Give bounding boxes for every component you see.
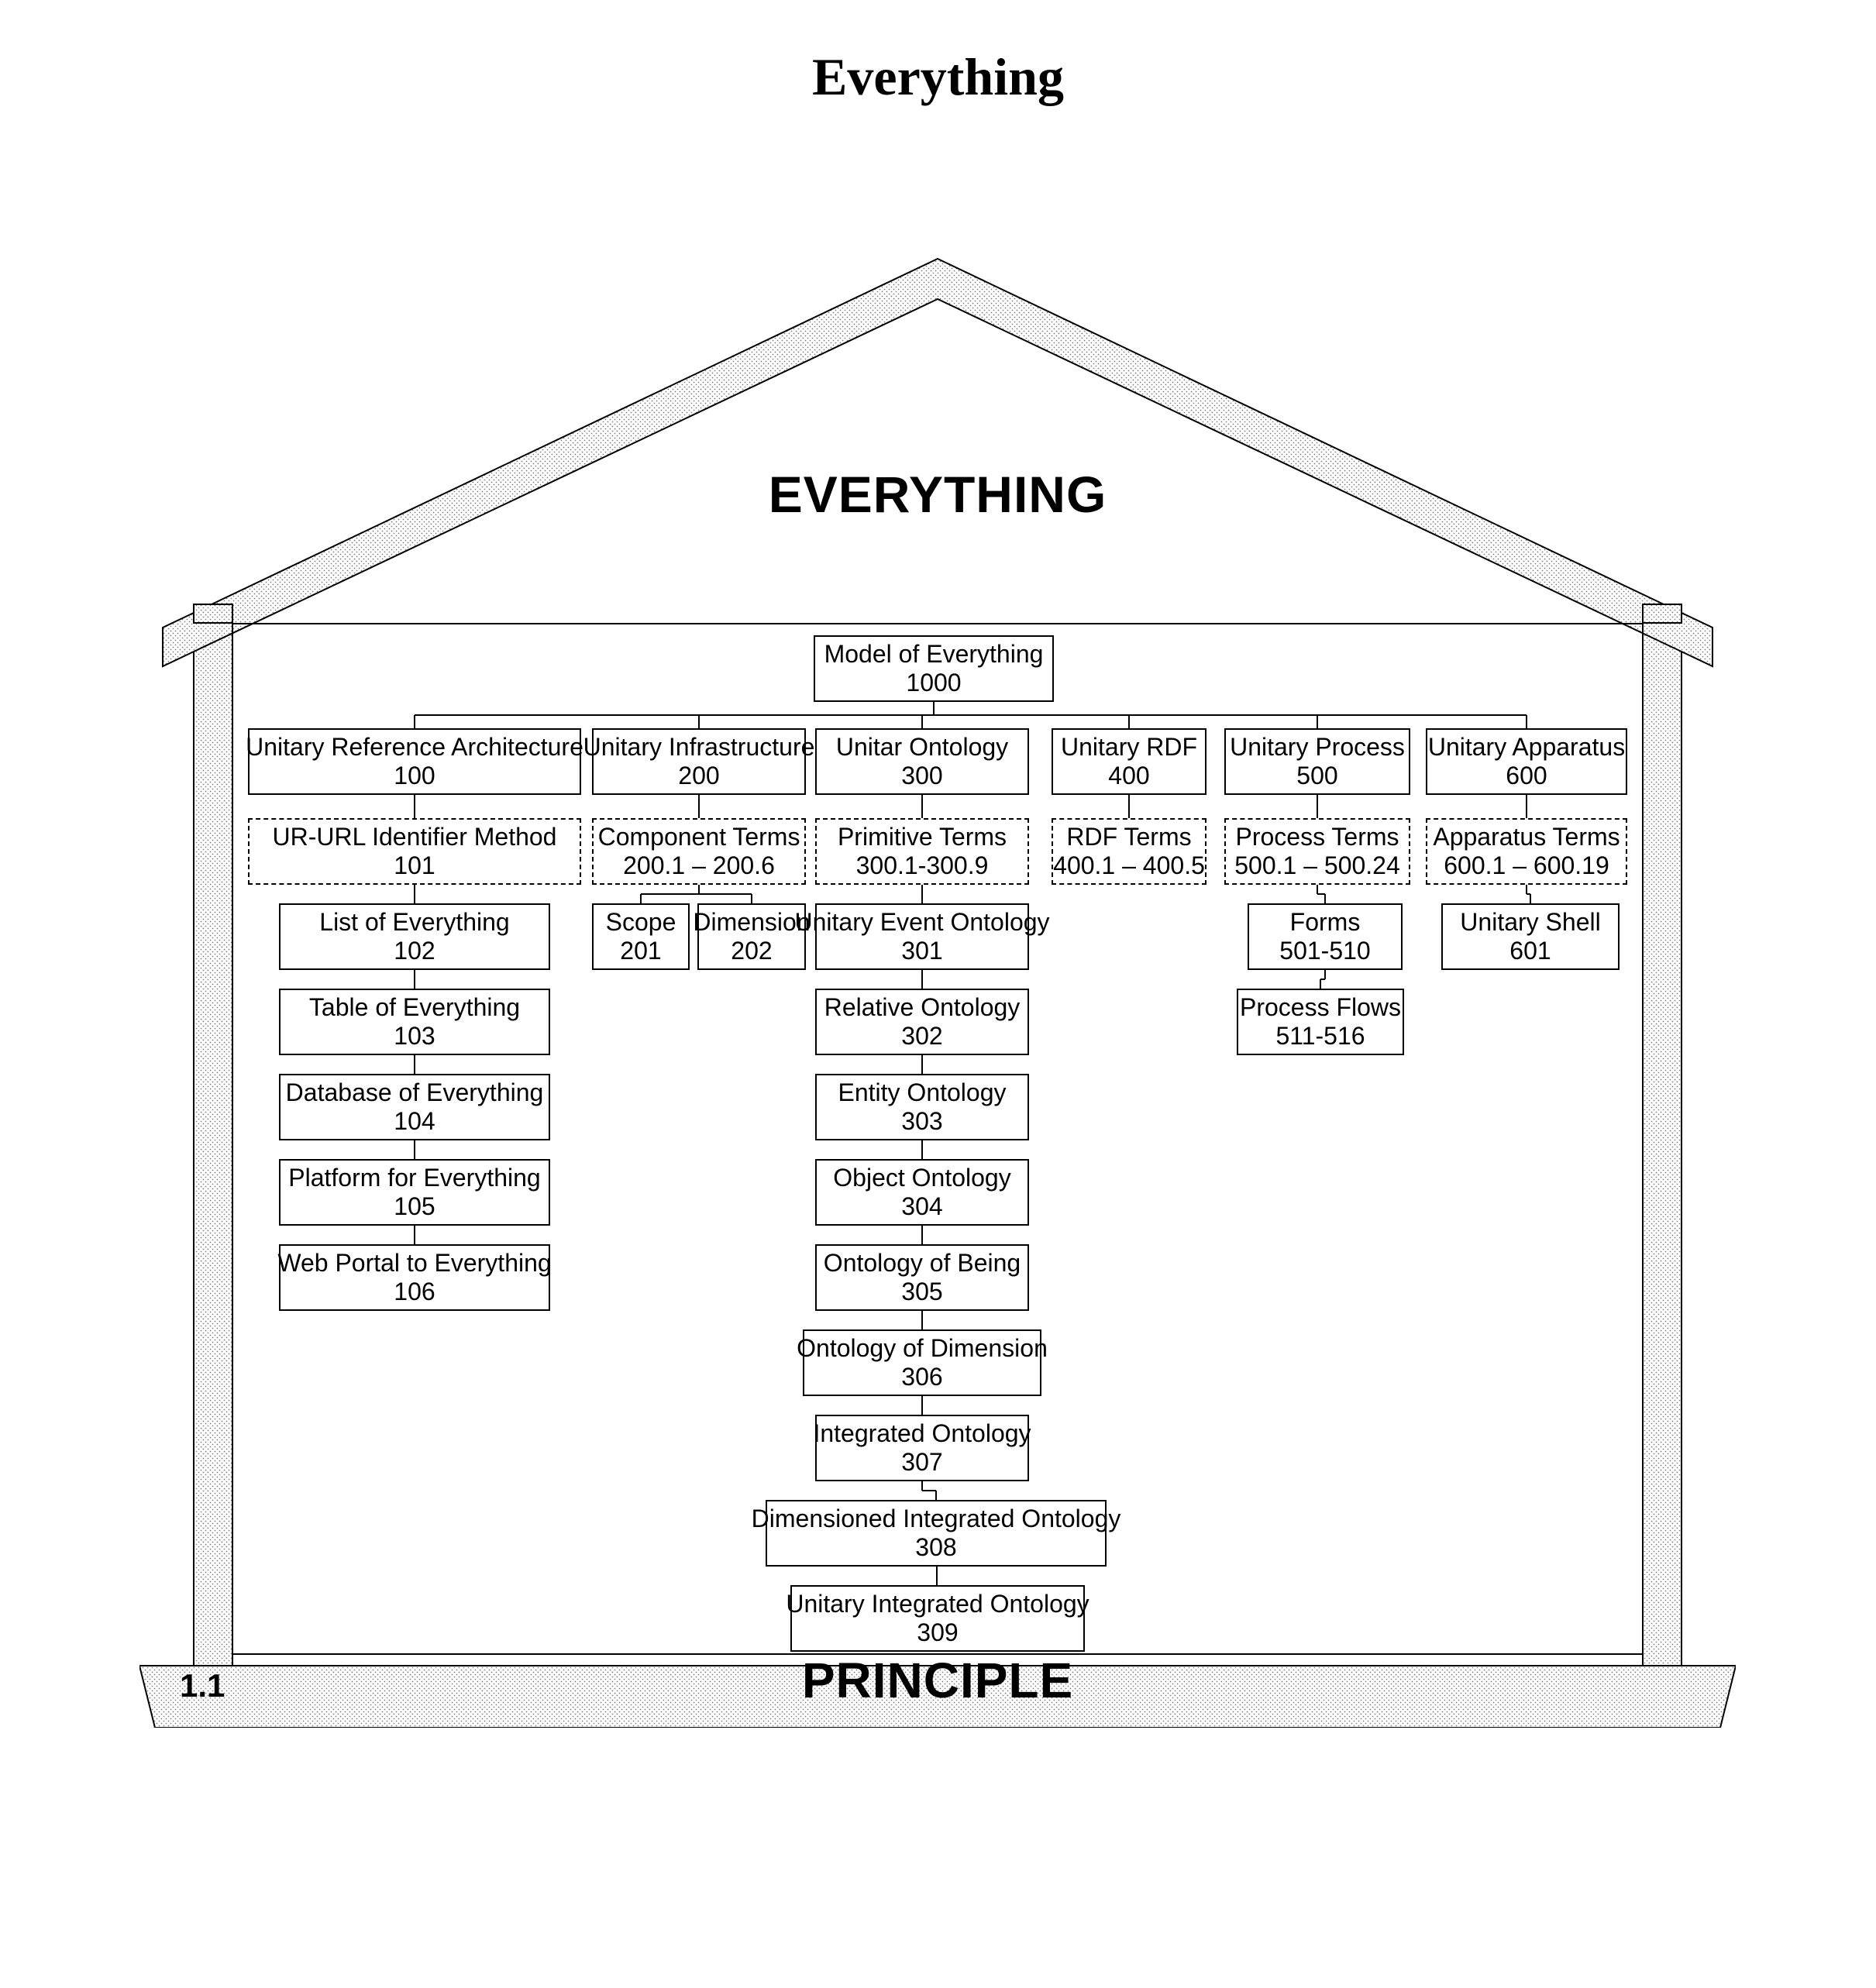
connector-segment — [922, 1490, 936, 1491]
connector-segment — [414, 885, 415, 903]
connector-segment — [1526, 715, 1527, 728]
connectors-layer — [139, 256, 1736, 1728]
connector-segment — [921, 715, 923, 728]
connector-segment — [921, 1226, 923, 1244]
connector-segment — [1128, 795, 1130, 818]
connector-segment — [921, 1055, 923, 1074]
page: Everything — [0, 0, 1876, 1988]
connector-segment — [1317, 715, 1318, 728]
connector-segment — [1530, 894, 1531, 903]
connector-segment — [1526, 795, 1527, 818]
connector-segment — [921, 885, 923, 903]
page-title: Everything — [0, 46, 1876, 108]
connector-segment — [414, 1055, 415, 1074]
connector-segment — [921, 1140, 923, 1159]
connector-segment — [751, 894, 752, 903]
connector-segment — [414, 795, 415, 818]
connector-segment — [921, 795, 923, 818]
connector-segment — [414, 1226, 415, 1244]
connector-segment — [921, 1311, 923, 1329]
connector-segment — [1128, 715, 1130, 728]
house-diagram: EVERYTHING PRINCIPLE 1.1 Model of Everyt… — [139, 256, 1736, 1728]
connector-segment — [935, 1491, 937, 1500]
connector-segment — [414, 970, 415, 989]
connector-segment — [698, 715, 700, 728]
connector-segment — [415, 714, 1527, 716]
connector-segment — [414, 715, 415, 728]
connector-segment — [933, 702, 935, 715]
connector-segment — [921, 970, 923, 989]
connector-segment — [936, 1567, 938, 1585]
connector-segment — [641, 893, 752, 895]
connector-segment — [1317, 795, 1318, 818]
connector-segment — [414, 1140, 415, 1159]
connector-segment — [640, 894, 642, 903]
connector-segment — [1324, 894, 1326, 903]
connector-segment — [698, 795, 700, 818]
connector-segment — [1320, 979, 1321, 989]
connector-segment — [921, 1396, 923, 1415]
